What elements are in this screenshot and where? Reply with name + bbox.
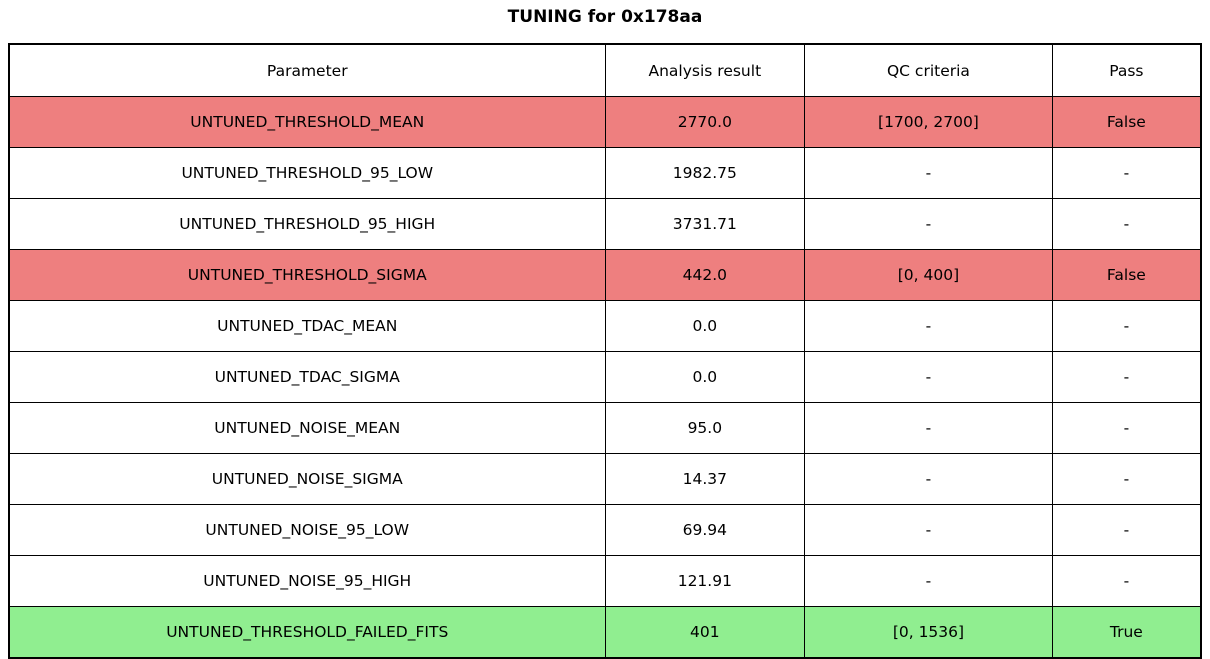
cell-parameter: UNTUNED_THRESHOLD_MEAN [8, 96, 606, 148]
cell-analysis-result: 3731.71 [604, 198, 806, 250]
cell-pass: - [1051, 555, 1202, 607]
cell-analysis-result: 69.94 [604, 504, 806, 556]
cell-qc-criteria: - [804, 198, 1053, 250]
table-body: UNTUNED_THRESHOLD_MEAN 2770.0 [1700, 270… [8, 96, 1202, 659]
table-header-row: Parameter Analysis result QC criteria Pa… [8, 43, 1202, 97]
table-row: UNTUNED_NOISE_95_HIGH 121.91 - - [8, 555, 1202, 607]
cell-pass: - [1051, 198, 1202, 250]
cell-qc-criteria: - [804, 300, 1053, 352]
cell-qc-criteria: [0, 1536] [804, 606, 1053, 659]
cell-parameter: UNTUNED_THRESHOLD_SIGMA [8, 249, 606, 301]
cell-analysis-result: 14.37 [604, 453, 806, 505]
cell-analysis-result: 0.0 [604, 351, 806, 403]
page-title: TUNING for 0x178aa [507, 7, 703, 27]
cell-pass: - [1051, 300, 1202, 352]
cell-pass: True [1051, 606, 1202, 659]
cell-pass: - [1051, 453, 1202, 505]
cell-parameter: UNTUNED_THRESHOLD_95_HIGH [8, 198, 606, 250]
cell-qc-criteria: - [804, 351, 1053, 403]
cell-analysis-result: 401 [604, 606, 806, 659]
cell-qc-criteria: - [804, 147, 1053, 199]
qc-results-table: Parameter Analysis result QC criteria Pa… [8, 43, 1202, 659]
table-row: UNTUNED_TDAC_SIGMA 0.0 - - [8, 351, 1202, 403]
cell-qc-criteria: - [804, 453, 1053, 505]
cell-parameter: UNTUNED_NOISE_MEAN [8, 402, 606, 454]
cell-parameter: UNTUNED_NOISE_95_HIGH [8, 555, 606, 607]
cell-analysis-result: 121.91 [604, 555, 806, 607]
cell-parameter: UNTUNED_TDAC_MEAN [8, 300, 606, 352]
cell-pass: - [1051, 351, 1202, 403]
cell-analysis-result: 2770.0 [604, 96, 806, 148]
cell-qc-criteria: - [804, 504, 1053, 556]
cell-parameter: UNTUNED_NOISE_SIGMA [8, 453, 606, 505]
cell-pass: False [1051, 96, 1202, 148]
table-row: UNTUNED_NOISE_MEAN 95.0 - - [8, 402, 1202, 454]
cell-analysis-result: 442.0 [604, 249, 806, 301]
table-row: UNTUNED_THRESHOLD_95_HIGH 3731.71 - - [8, 198, 1202, 250]
cell-pass: False [1051, 249, 1202, 301]
cell-analysis-result: 0.0 [604, 300, 806, 352]
table-row: UNTUNED_TDAC_MEAN 0.0 - - [8, 300, 1202, 352]
cell-qc-criteria: - [804, 402, 1053, 454]
table-row: UNTUNED_NOISE_SIGMA 14.37 - - [8, 453, 1202, 505]
table-row: UNTUNED_NOISE_95_LOW 69.94 - - [8, 504, 1202, 556]
cell-analysis-result: 95.0 [604, 402, 806, 454]
column-header-parameter: Parameter [8, 43, 606, 97]
cell-qc-criteria: - [804, 555, 1053, 607]
cell-parameter: UNTUNED_NOISE_95_LOW [8, 504, 606, 556]
cell-parameter: UNTUNED_TDAC_SIGMA [8, 351, 606, 403]
cell-qc-criteria: [0, 400] [804, 249, 1053, 301]
table-row: UNTUNED_THRESHOLD_FAILED_FITS 401 [0, 15… [8, 606, 1202, 659]
cell-pass: - [1051, 504, 1202, 556]
table-row: UNTUNED_THRESHOLD_MEAN 2770.0 [1700, 270… [8, 96, 1202, 148]
cell-qc-criteria: [1700, 2700] [804, 96, 1053, 148]
cell-pass: - [1051, 147, 1202, 199]
column-header-qc-criteria: QC criteria [804, 43, 1053, 97]
table-row: UNTUNED_THRESHOLD_95_LOW 1982.75 - - [8, 147, 1202, 199]
column-header-pass: Pass [1051, 43, 1202, 97]
cell-pass: - [1051, 402, 1202, 454]
cell-parameter: UNTUNED_THRESHOLD_95_LOW [8, 147, 606, 199]
cell-analysis-result: 1982.75 [604, 147, 806, 199]
table-row: UNTUNED_THRESHOLD_SIGMA 442.0 [0, 400] F… [8, 249, 1202, 301]
cell-parameter: UNTUNED_THRESHOLD_FAILED_FITS [8, 606, 606, 659]
column-header-analysis-result: Analysis result [604, 43, 806, 97]
